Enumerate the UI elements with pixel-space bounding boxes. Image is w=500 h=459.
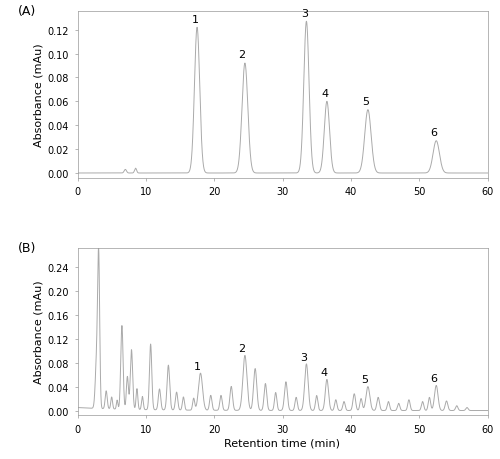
- Y-axis label: Absorbance (mAu): Absorbance (mAu): [34, 43, 43, 146]
- Text: (A): (A): [18, 5, 36, 18]
- Text: 6: 6: [430, 128, 438, 138]
- Text: 2: 2: [238, 343, 246, 353]
- Text: 1: 1: [194, 361, 202, 371]
- Text: 2: 2: [238, 50, 246, 60]
- Text: 5: 5: [362, 97, 370, 107]
- Text: 4: 4: [320, 367, 328, 377]
- Text: 1: 1: [192, 15, 198, 25]
- Y-axis label: Absorbance (mAu): Absorbance (mAu): [34, 280, 43, 384]
- Text: 3: 3: [301, 9, 308, 19]
- Text: 4: 4: [322, 89, 328, 99]
- Text: 3: 3: [300, 352, 307, 362]
- X-axis label: Retention time (min): Retention time (min): [224, 438, 340, 448]
- Text: (B): (B): [18, 242, 36, 255]
- Text: 5: 5: [362, 375, 368, 384]
- Text: 6: 6: [430, 373, 437, 383]
